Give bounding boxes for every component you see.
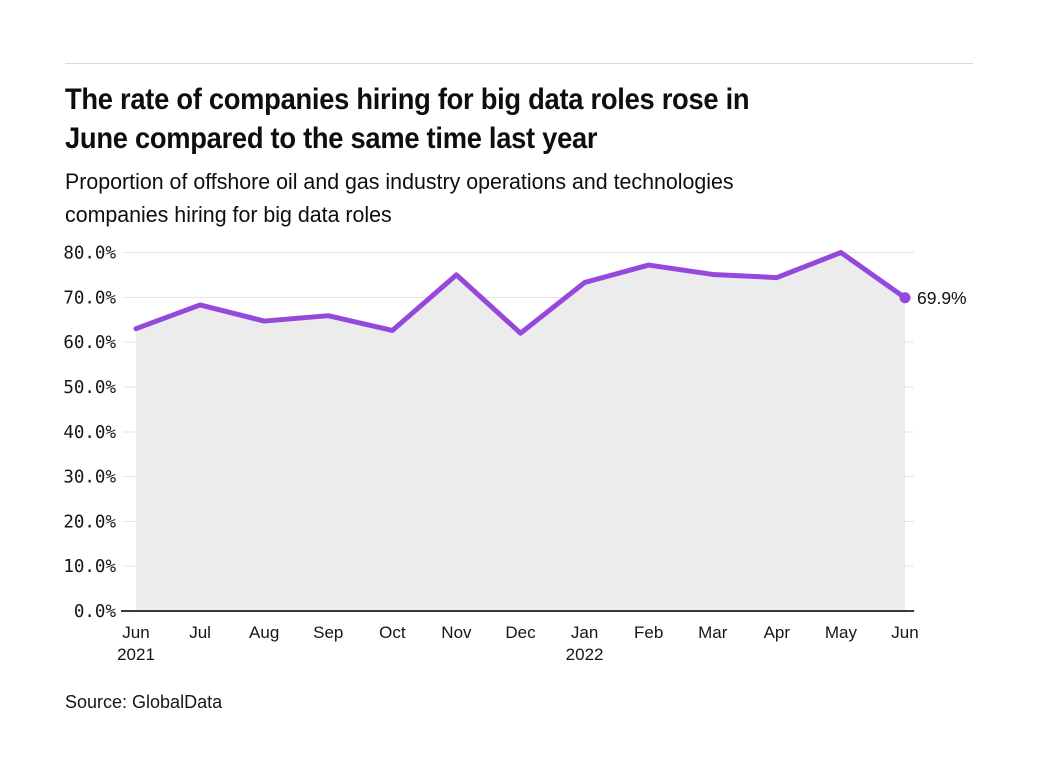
area-fill [136, 252, 905, 611]
x-tick-label: May [825, 623, 858, 642]
top-divider [65, 63, 973, 64]
x-tick-label: Jun [122, 623, 149, 642]
x-tick-label: Dec [505, 623, 536, 642]
y-tick-label: 60.0% [63, 333, 116, 353]
y-tick-label: 20.0% [63, 512, 116, 532]
chart-subtitle-line2: companies hiring for big data roles [65, 202, 392, 227]
chart-title-line1: The rate of companies hiring for big dat… [65, 83, 750, 116]
chart-subtitle-line1: Proportion of offshore oil and gas indus… [65, 169, 734, 194]
x-tick-label: Mar [698, 623, 728, 642]
data-line [133, 250, 908, 336]
y-tick-label: 30.0% [63, 468, 116, 488]
x-tick-label: Aug [249, 623, 279, 642]
x-tick-label: Sep [313, 623, 343, 642]
y-tick-label: 10.0% [63, 557, 116, 577]
x-tick-label: Oct [379, 623, 406, 642]
x-tick-sublabel: 2022 [566, 645, 604, 664]
x-tick-label: Nov [441, 623, 472, 642]
x-tick-label: Jun [891, 623, 918, 642]
chart-title-line2: June compared to the same time last year [65, 122, 598, 155]
chart-title: The rate of companies hiring for big dat… [65, 80, 975, 158]
y-tick-label: 50.0% [63, 378, 116, 398]
x-tick-sublabel: 2021 [117, 645, 155, 664]
y-tick-label: 70.0% [63, 288, 116, 308]
y-tick-label: 80.0% [63, 244, 116, 264]
x-tick-label: Feb [634, 623, 663, 642]
x-tick-label: Jul [189, 623, 211, 642]
y-tick-label: 0.0% [74, 602, 117, 622]
end-point-dot [899, 292, 911, 304]
y-tick-label: 40.0% [63, 423, 116, 443]
x-tick-label: Apr [764, 623, 791, 642]
end-value-label: 69.9% [917, 288, 967, 308]
chart-subtitle: Proportion of offshore oil and gas indus… [65, 165, 1015, 231]
source-text: Source: GlobalData [65, 692, 223, 712]
x-tick-label: Jan [571, 623, 598, 642]
